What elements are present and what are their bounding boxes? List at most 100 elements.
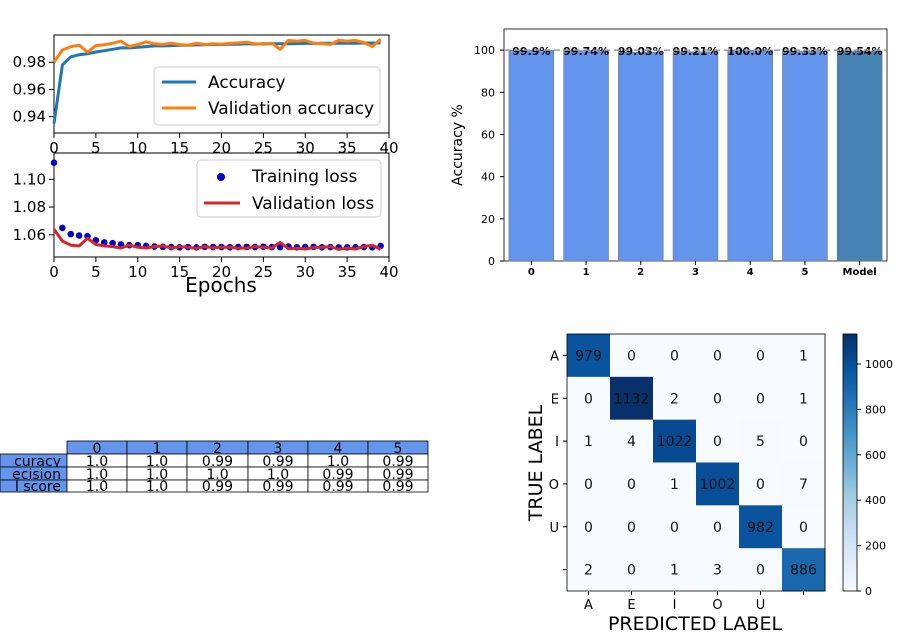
- accuracy-x-tick-label: 0: [49, 139, 59, 157]
- matrix-cell: [567, 462, 611, 506]
- colorbar-tick-label: 800: [865, 403, 886, 416]
- bar-y-tick-label: 0: [488, 255, 495, 268]
- matrix-y-tick-label: U: [549, 521, 559, 536]
- matrix-cell: [782, 334, 826, 378]
- matrix-cell: [782, 505, 826, 549]
- colorbar-tick-label: 1000: [865, 358, 893, 371]
- matrix-cell-value: 1: [799, 391, 808, 407]
- matrix-cell: [653, 334, 697, 378]
- accuracy-y-tick-label: 0.98: [13, 53, 46, 71]
- matrix-cell-value: 1: [670, 563, 679, 579]
- loss-x-tick-label: 25: [254, 263, 273, 281]
- matrix-cell-value: 1: [799, 348, 808, 364]
- point-training-loss: [59, 224, 66, 232]
- matrix-cell: [739, 376, 783, 421]
- colorbar-tick-label: 400: [865, 494, 886, 507]
- matrix-cell-value: 4: [627, 434, 636, 450]
- matrix-cell-value: 2: [670, 391, 679, 407]
- line-validation-loss: [52, 228, 382, 251]
- confusion-matrix-frame: [566, 333, 826, 592]
- matrix-cell: [782, 462, 826, 506]
- table-cell-value: 1.0: [267, 467, 289, 483]
- matrix-cell: [782, 419, 826, 463]
- matrix-cell: [567, 419, 611, 463]
- loss-x-tick-label: 5: [91, 263, 101, 281]
- matrix-x-tick-label: E: [627, 598, 635, 613]
- matrix-cell-value: 0: [627, 563, 636, 579]
- loss-x-tick-label: 30: [296, 263, 315, 281]
- legend-label-accuracy: Accuracy: [208, 73, 286, 93]
- matrix-cell: [567, 334, 611, 378]
- matrix-cell: [696, 462, 740, 506]
- matrix-cell-value: 7: [799, 477, 808, 493]
- matrix-cell-value: 1002: [700, 477, 736, 493]
- bar-value-label: 99.9%: [512, 45, 550, 58]
- accuracy-legend-box: [153, 66, 381, 126]
- matrix-cell-value: 0: [756, 477, 765, 493]
- matrix-cell: [567, 505, 611, 549]
- matrix-cell-value: 0: [627, 348, 636, 364]
- loss-x-tick-label: 20: [212, 263, 231, 281]
- matrix-cell-value: 3: [713, 563, 722, 579]
- table-cell-value: 0.99: [382, 454, 413, 470]
- matrix-cell-value: 0: [756, 563, 765, 579]
- matrix-cell-value: 1022: [657, 434, 693, 450]
- matrix-cell: [739, 548, 783, 592]
- table-cell-value: 0.99: [322, 479, 353, 495]
- legend-label-training-loss: Training loss: [251, 167, 357, 187]
- matrix-cell: [696, 548, 740, 592]
- matrix-cell: [610, 548, 654, 592]
- matrix-x-tick-label: U: [756, 598, 766, 613]
- bar-model: [836, 50, 883, 262]
- loss-x-tick-label: 15: [170, 263, 189, 281]
- matrix-cell: [696, 419, 740, 463]
- matrix-cell: [739, 505, 783, 549]
- point-training-loss: [50, 159, 58, 167]
- matrix-cell: [653, 505, 697, 549]
- matrix-cell: [610, 505, 654, 549]
- accuracy-bar-panel: 0 20 40 60 80 100 99.9% 0 99.74% 1 99.03% 2 99.21% 3…: [450, 28, 888, 278]
- matrix-cell-value: 5: [756, 434, 765, 450]
- matrix-cell: [739, 462, 783, 506]
- table-cell-value: 1.0: [86, 454, 108, 470]
- matrix-cell: [610, 462, 654, 506]
- matrix-cell-value: 0: [670, 348, 679, 364]
- matrix-cell-value: 982: [747, 520, 774, 536]
- bar-x-tick-label: 3: [692, 267, 699, 278]
- matrix-y-tick-label: E: [551, 392, 559, 407]
- table-cell-value: 0.99: [202, 454, 233, 470]
- matrix-x-tick-label: O: [712, 598, 722, 613]
- bar-x-tick-label: Model: [843, 267, 877, 278]
- loss-y-tick-label: 1.10: [13, 170, 46, 188]
- table-header-label: 1: [153, 441, 162, 457]
- matrix-cell: [696, 334, 740, 378]
- table-cell-value: 1.0: [146, 467, 168, 483]
- matrix-cell: [696, 505, 740, 549]
- accuracy-y-tick-label: 0.94: [13, 108, 46, 126]
- point-training-loss: [67, 230, 75, 238]
- matrix-cell: [739, 419, 783, 463]
- table-cell-value: 0.99: [262, 479, 293, 495]
- table-cell-value: 0.99: [262, 454, 293, 470]
- colorbar: [842, 333, 858, 592]
- confusion-y-axis-label: TRUE LABEL: [525, 404, 547, 522]
- accuracy-legend: Accuracy Validation accuracy: [153, 66, 381, 126]
- point-training-loss: [109, 239, 116, 247]
- matrix-cell: [610, 376, 654, 421]
- matrix-cell: [739, 334, 783, 378]
- matrix-cell-value: 2: [584, 563, 593, 579]
- bar-value-label: 99.21%: [673, 45, 719, 58]
- matrix-cell-value: 979: [575, 348, 602, 364]
- bar-x-tick-label: 0: [528, 267, 535, 278]
- loss-x-tick-label: 10: [128, 263, 147, 281]
- loss-x-tick-label: 35: [338, 263, 357, 281]
- bar-4: [727, 49, 773, 262]
- matrix-y-tick-label: A: [550, 349, 559, 364]
- table-cell-value: 1.0: [86, 479, 108, 495]
- matrix-cell-value: 0: [799, 434, 808, 450]
- bar-y-tick-label: 100: [474, 44, 495, 57]
- matrix-cell: [653, 462, 697, 506]
- matrix-cell: [567, 548, 611, 592]
